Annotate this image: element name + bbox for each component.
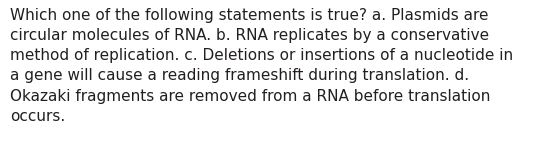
Text: Which one of the following statements is true? a. Plasmids are
circular molecule: Which one of the following statements is… bbox=[10, 8, 513, 124]
